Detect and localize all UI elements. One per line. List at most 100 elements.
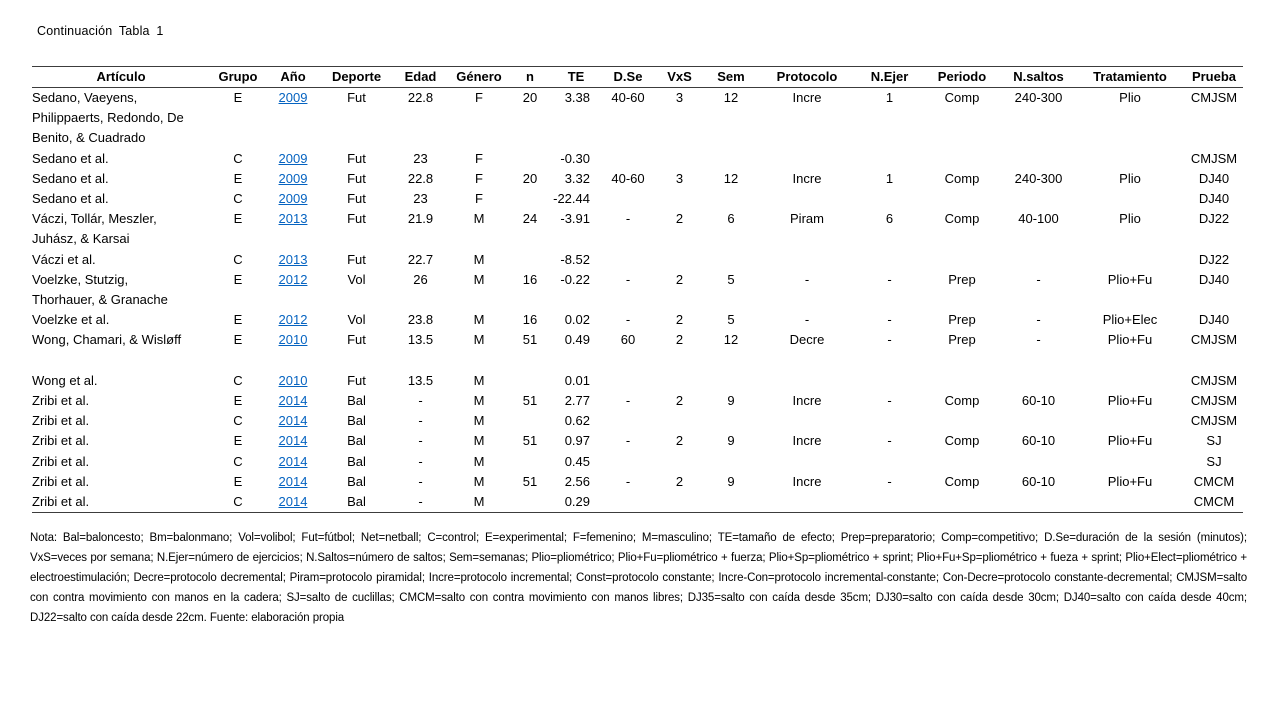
year-link[interactable]: 2009 bbox=[278, 191, 308, 207]
cell-deporte: Fut bbox=[347, 332, 366, 348]
table-row: Zribi et al. C 2014 Bal - M 0.29 CMCM bbox=[32, 492, 1243, 513]
cell-deporte: Bal bbox=[347, 393, 366, 409]
cell-dse: - bbox=[625, 271, 631, 287]
cell-nsaltos: - bbox=[1036, 312, 1041, 328]
year-link[interactable]: 2013 bbox=[278, 251, 308, 267]
cell-grupo: C bbox=[233, 413, 243, 429]
cell-prueba: CMJSM bbox=[1190, 90, 1238, 105]
cell-prueba: DJ40 bbox=[1198, 312, 1230, 328]
year-link[interactable]: 2009 bbox=[278, 150, 308, 166]
cell-tratamiento: Plio+Fu bbox=[1107, 473, 1153, 489]
cell-dse bbox=[602, 371, 654, 391]
cell-n bbox=[510, 492, 550, 513]
cell-nejer: - bbox=[887, 393, 892, 409]
cell-protocolo: Piram bbox=[790, 211, 824, 227]
cell-grupo: E bbox=[233, 312, 243, 328]
cell-tratamiento: Plio+Fu bbox=[1107, 393, 1153, 409]
cell-tratamiento: Plio bbox=[1119, 211, 1141, 227]
year-link[interactable]: 2009 bbox=[278, 170, 308, 186]
cell-protocolo: Decre bbox=[789, 332, 825, 348]
year-link[interactable]: 2010 bbox=[278, 372, 308, 388]
cell-vxs: 2 bbox=[675, 332, 684, 348]
cell-vxs: 2 bbox=[675, 473, 684, 489]
column-header-edad: Edad bbox=[393, 66, 448, 88]
cell-nsaltos: 60-10 bbox=[1021, 473, 1056, 489]
year-link[interactable]: 2012 bbox=[278, 312, 308, 328]
column-header-nsaltos: N.saltos bbox=[1002, 66, 1075, 88]
year-link[interactable]: 2012 bbox=[278, 271, 308, 287]
cell-protocolo bbox=[757, 411, 857, 431]
cell-protocolo bbox=[757, 149, 857, 169]
cell-nejer: 1 bbox=[885, 170, 894, 186]
cell-periodo: Comp bbox=[944, 473, 980, 489]
cell-nejer: 6 bbox=[885, 211, 894, 227]
table-row: Sedano et al. E 2009 Fut 22.8 F 20 3.32 40-60 3 12… bbox=[32, 169, 1243, 189]
cell-dse: - bbox=[625, 393, 631, 409]
cell-te: 0.62 bbox=[564, 413, 590, 429]
cell-te: -8.52 bbox=[560, 251, 590, 267]
cell-nejer: - bbox=[887, 332, 892, 348]
cell-dse bbox=[602, 189, 654, 209]
cell-vxs bbox=[654, 371, 705, 391]
cell-te: 0.49 bbox=[564, 332, 590, 348]
column-header-deporte: Deporte bbox=[320, 66, 393, 88]
cell-tratamiento bbox=[1075, 411, 1185, 431]
cell-dse: - bbox=[625, 211, 631, 227]
cell-genero: M bbox=[473, 473, 485, 489]
cell-edad: - bbox=[418, 473, 423, 489]
cell-sem: 12 bbox=[723, 170, 739, 186]
cell-sem: 5 bbox=[727, 312, 735, 328]
column-header-protocolo: Protocolo bbox=[757, 66, 857, 88]
year-link[interactable]: 2014 bbox=[278, 453, 308, 469]
cell-n: 20 bbox=[522, 90, 538, 105]
cell-tratamiento: Plio+Fu bbox=[1107, 332, 1153, 348]
cell-prueba: CMJSM bbox=[1190, 372, 1238, 388]
cell-periodo bbox=[922, 149, 1002, 169]
cell-edad: 26 bbox=[413, 271, 428, 287]
cell-genero: F bbox=[475, 170, 483, 186]
cell-ano: 2009 bbox=[266, 169, 320, 189]
cell-edad: 23 bbox=[413, 150, 428, 166]
cell-nejer bbox=[857, 452, 922, 472]
cell-protocolo: Incre bbox=[792, 90, 822, 105]
year-link[interactable]: 2014 bbox=[278, 413, 308, 429]
cell-edad bbox=[393, 351, 448, 371]
year-link[interactable]: 2014 bbox=[278, 433, 308, 449]
cell-vxs bbox=[654, 492, 705, 513]
year-link[interactable]: 2014 bbox=[278, 473, 308, 489]
cell-nsaltos bbox=[1002, 351, 1075, 371]
cell-deporte: Bal bbox=[347, 433, 366, 449]
cell-articulo: Váczi et al. bbox=[32, 251, 96, 267]
year-link[interactable]: 2010 bbox=[278, 332, 308, 348]
cell-protocolo: Incre bbox=[792, 473, 822, 489]
year-link[interactable]: 2013 bbox=[278, 211, 308, 227]
cell-dse: - bbox=[625, 312, 631, 328]
cell-genero: M bbox=[473, 312, 485, 328]
cell-nsaltos: - bbox=[1036, 271, 1041, 287]
cell-deporte: Fut bbox=[347, 372, 366, 388]
cell-edad: - bbox=[418, 494, 423, 510]
cell-sem bbox=[705, 492, 757, 513]
cell-grupo: C bbox=[233, 494, 243, 510]
cell-n: 51 bbox=[522, 332, 538, 348]
spacer-row bbox=[32, 351, 1243, 371]
year-link[interactable]: 2014 bbox=[278, 393, 308, 409]
cell-sem: 9 bbox=[727, 433, 735, 449]
table-row: Voelzke, Stutzig, Thorhauer, & Granache E… bbox=[32, 270, 1243, 310]
cell-vxs: 3 bbox=[675, 170, 684, 186]
cell-ano: 2012 bbox=[266, 270, 320, 310]
cell-n bbox=[510, 452, 550, 472]
cell-vxs: 2 bbox=[675, 433, 684, 449]
cell-genero: M bbox=[473, 393, 485, 409]
cell-edad: 22.8 bbox=[407, 90, 434, 105]
cell-n bbox=[510, 149, 550, 169]
year-link[interactable]: 2009 bbox=[278, 90, 308, 105]
cell-n: 20 bbox=[522, 170, 538, 186]
cell-protocolo bbox=[757, 250, 857, 270]
cell-articulo: Zribi et al. bbox=[32, 433, 90, 449]
table-header-row: Artículo Grupo Año Deporte Edad Género n TE D.Se… bbox=[32, 66, 1243, 88]
cell-n: 24 bbox=[522, 211, 538, 227]
cell-genero: F bbox=[475, 191, 483, 207]
year-link[interactable]: 2014 bbox=[278, 494, 308, 510]
